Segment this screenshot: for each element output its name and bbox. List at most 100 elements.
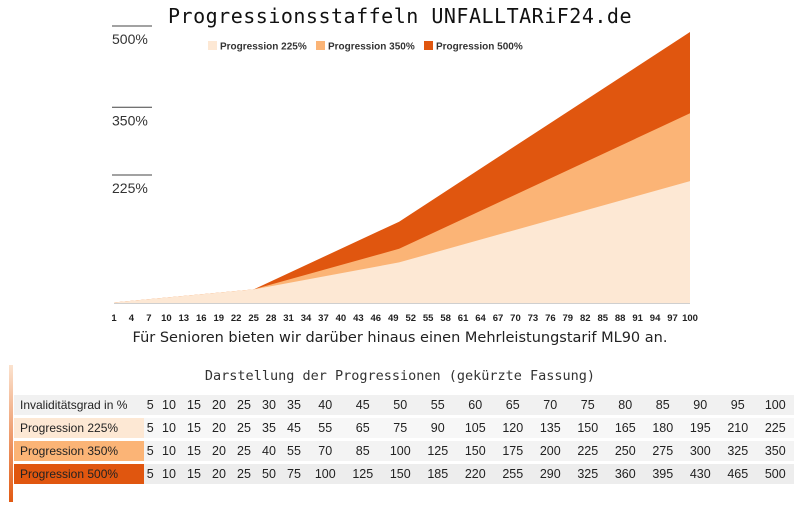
table-cell: 100 bbox=[381, 441, 419, 461]
table-cell: 55 bbox=[306, 418, 344, 438]
table-cell: 15 bbox=[181, 418, 207, 438]
table-cell: 10 bbox=[156, 441, 182, 461]
table-row-350: Progression 350% 5 10 15 20 25 40 55 70 85 100 125 1… bbox=[14, 441, 794, 461]
table-header-cell: 25 bbox=[231, 395, 257, 415]
x-tick-label-97: 97 bbox=[667, 313, 678, 324]
table-header-cell: 10 bbox=[156, 395, 182, 415]
table-row-label: Progression 350% bbox=[14, 441, 144, 461]
table-header-cell: 5 bbox=[144, 395, 157, 415]
table-header-cell: 50 bbox=[381, 395, 419, 415]
table-accent-bar bbox=[9, 365, 13, 502]
table-cell: 125 bbox=[419, 441, 457, 461]
table-cell: 10 bbox=[156, 464, 182, 484]
chart-areas bbox=[114, 32, 690, 304]
table-cell: 5 bbox=[144, 418, 157, 438]
table-cell: 125 bbox=[344, 464, 382, 484]
table-header-cell: 75 bbox=[569, 395, 607, 415]
table-cell: 395 bbox=[644, 464, 682, 484]
table-cell: 70 bbox=[306, 441, 344, 461]
table-cell: 165 bbox=[606, 418, 644, 438]
table-header-cell: 60 bbox=[456, 395, 494, 415]
table-cell: 100 bbox=[306, 464, 344, 484]
table-cell: 200 bbox=[531, 441, 569, 461]
table-cell: 25 bbox=[231, 418, 257, 438]
table-header-label: Invaliditätsgrad in % bbox=[14, 395, 144, 415]
table-cell: 150 bbox=[569, 418, 607, 438]
table-cell: 350 bbox=[756, 441, 794, 461]
table-cell: 15 bbox=[181, 464, 207, 484]
table-cell: 25 bbox=[231, 441, 257, 461]
table-cell: 35 bbox=[256, 418, 282, 438]
table-cell: 210 bbox=[719, 418, 757, 438]
table-header-cell: 90 bbox=[681, 395, 719, 415]
x-tick-label-25: 25 bbox=[248, 313, 259, 324]
x-tick-label-79: 79 bbox=[563, 313, 574, 324]
table-cell: 5 bbox=[144, 464, 157, 484]
page-title: Progressionsstaffeln UNFALLTARiF24.de bbox=[167, 4, 633, 28]
chart-legend: Progression 225% Progression 350% Progress… bbox=[208, 41, 523, 53]
x-tick-label-64: 64 bbox=[475, 313, 486, 324]
y-tick-label-500: 500% bbox=[112, 31, 148, 47]
x-tick-label-91: 91 bbox=[632, 313, 643, 324]
table-header-cell: 15 bbox=[181, 395, 207, 415]
table-cell: 360 bbox=[606, 464, 644, 484]
table-cell: 120 bbox=[494, 418, 532, 438]
table-header-cell: 20 bbox=[206, 395, 232, 415]
x-tick-label-34: 34 bbox=[301, 313, 312, 324]
table-cell: 275 bbox=[644, 441, 682, 461]
table-cell: 430 bbox=[681, 464, 719, 484]
table-cell: 195 bbox=[681, 418, 719, 438]
table-cell: 20 bbox=[206, 464, 232, 484]
x-tick-label-22: 22 bbox=[231, 313, 242, 324]
x-tick-label-16: 16 bbox=[196, 313, 207, 324]
x-tick-label-73: 73 bbox=[528, 313, 539, 324]
legend-swatch-500 bbox=[424, 41, 433, 50]
x-tick-label-31: 31 bbox=[283, 313, 294, 324]
progression-table: Invaliditätsgrad in % 5 10 15 20 25 30 35 40 45 50… bbox=[14, 392, 794, 487]
table-header-cell: 100 bbox=[756, 395, 794, 415]
table-cell: 325 bbox=[719, 441, 757, 461]
table-header-cell: 65 bbox=[494, 395, 532, 415]
x-tick-label-19: 19 bbox=[213, 313, 224, 324]
table-cell: 150 bbox=[456, 441, 494, 461]
x-tick-label-55: 55 bbox=[423, 313, 434, 324]
table-cell: 10 bbox=[156, 418, 182, 438]
table-header-cell: 55 bbox=[419, 395, 457, 415]
x-tick-label-100: 100 bbox=[682, 313, 698, 324]
table-cell: 105 bbox=[456, 418, 494, 438]
area-225 bbox=[114, 181, 690, 303]
table-cell: 50 bbox=[256, 464, 282, 484]
y-tick-label-350: 350% bbox=[112, 112, 148, 128]
legend-swatch-225 bbox=[208, 41, 217, 50]
table-header-cell: 95 bbox=[719, 395, 757, 415]
progression-area-chart: 225% 350% 500% 1 4 7 10 13 16 19 22 25 28 31 34 37 40 43… bbox=[111, 25, 698, 324]
table-cell: 25 bbox=[231, 464, 257, 484]
x-tick-label-37: 37 bbox=[318, 313, 329, 324]
table-cell: 150 bbox=[381, 464, 419, 484]
table-cell: 75 bbox=[381, 418, 419, 438]
table-cell: 250 bbox=[606, 441, 644, 461]
table-cell: 180 bbox=[644, 418, 682, 438]
table-cell: 185 bbox=[419, 464, 457, 484]
x-tick-label-4: 4 bbox=[129, 313, 135, 324]
x-tick-label-58: 58 bbox=[440, 313, 451, 324]
x-tick-label-67: 67 bbox=[493, 313, 504, 324]
x-tick-label-40: 40 bbox=[336, 313, 347, 324]
table-cell: 55 bbox=[281, 441, 307, 461]
x-tick-label-7: 7 bbox=[146, 313, 151, 324]
table-cell: 220 bbox=[456, 464, 494, 484]
table-title: Darstellung der Progressionen (gekürzte … bbox=[204, 368, 596, 384]
table-header-cell: 85 bbox=[644, 395, 682, 415]
table-row-label: Progression 500% bbox=[14, 464, 144, 484]
table-cell: 500 bbox=[756, 464, 794, 484]
x-tick-label-70: 70 bbox=[510, 313, 521, 324]
table-header-cell: 45 bbox=[344, 395, 382, 415]
table-cell: 90 bbox=[419, 418, 457, 438]
table-cell: 45 bbox=[281, 418, 307, 438]
table-row-label: Progression 225% bbox=[14, 418, 144, 438]
table-cell: 465 bbox=[719, 464, 757, 484]
x-tick-label-49: 49 bbox=[388, 313, 399, 324]
chart-subtitle: Für Senioren bieten wir darüber hinaus e… bbox=[132, 330, 668, 346]
x-tick-label-46: 46 bbox=[371, 313, 382, 324]
table-header-row: Invaliditätsgrad in % 5 10 15 20 25 30 35 40 45 50… bbox=[14, 395, 794, 415]
